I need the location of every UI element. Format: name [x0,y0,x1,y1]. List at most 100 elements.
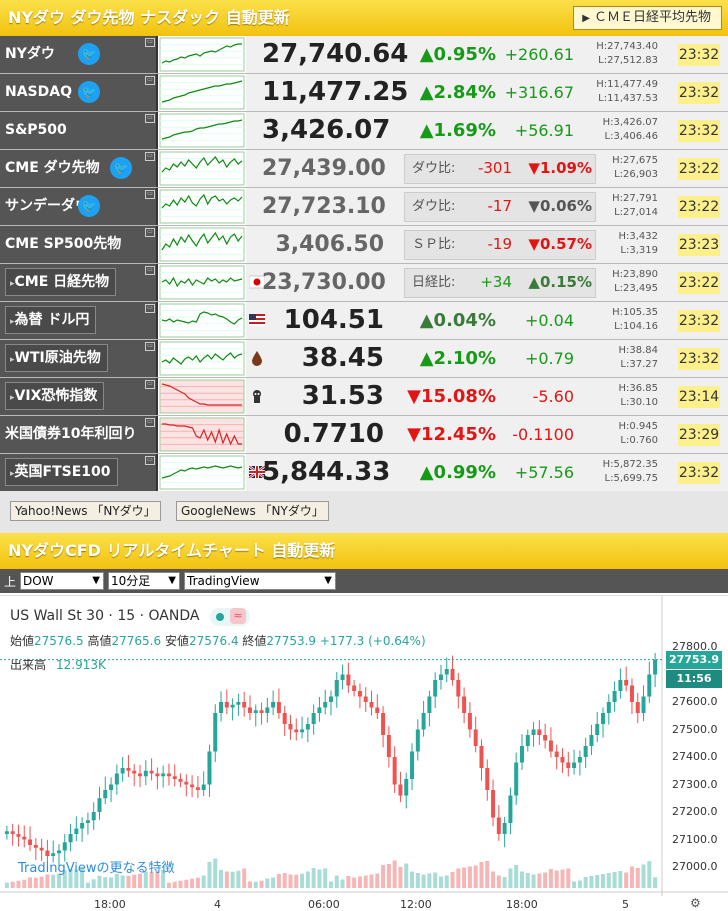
candle-body [161,773,166,777]
volume-bar [219,870,224,888]
candle-body [363,696,368,702]
ticker-name[interactable]: ▸為替 ドル円 [0,302,158,339]
volume-bar [230,871,235,888]
change-percent: ▲2.84% [419,82,496,103]
mini-chart-line [161,156,243,173]
mini-chart[interactable] [158,150,246,187]
low-label: 安値 [164,634,189,648]
mini-chart[interactable] [158,36,246,73]
change-value: +260.61 [504,45,574,64]
ticker-row[interactable]: ▸為替 ドル円 ▭ 104.51 ▲0.04% +0.04 H:105.35 L:104.1… [0,302,728,340]
twitter-icon[interactable]: 🐦 [78,43,100,65]
expand-icon[interactable]: ▭ [145,456,155,465]
volume-bar [629,866,634,888]
candle-body [68,834,73,843]
tradingview-chart[interactable]: US Wall St 30 · 15 · OANDA ≈ 始値27576.5 高… [0,595,728,911]
mini-chart[interactable] [158,378,246,415]
high-low: H:27,743.40 L:27,512.83 [596,40,658,68]
ticker-row[interactable]: NYダウ ▭ 🐦 27,740.64 ▲0.95% +260.61 H:27,743.40 L… [0,36,728,74]
ticker-row[interactable]: ▸CME 日経先物 ▭ 23,730.00 日経比: +34 ▲0.15% H:23,890… [0,264,728,302]
mini-chart[interactable] [158,416,246,453]
candle-body [340,674,345,680]
volume-bar [479,862,484,888]
google-news-link[interactable]: GoogleNews 「NYダウ」 [176,501,329,521]
low-value: L:3,319 [620,245,658,256]
cme-nikkei-button[interactable]: ▶ ＣＭＥ日経平均先物 [573,6,722,30]
expand-icon[interactable]: ▭ [145,228,155,237]
ticker-row[interactable]: S&P500 ▭ 3,426.07 ▲1.69% +56.91 H:3,426.07 L:3… [0,112,728,150]
expand-icon[interactable]: ▭ [145,342,155,351]
volume-bar [456,868,461,888]
ticker-row[interactable]: CME ダウ先物 ▭ 🐦 27,439.00 ダウ比: -301 ▼1.09% H:27,67… [0,150,728,188]
expand-icon[interactable]: ▭ [145,304,155,313]
price-value: 3,426.07 [262,115,391,145]
ticker-row[interactable]: 米国債券10年利回り ▭ 0.7710 ▼12.45% -0.1100 H:0.945 L:… [0,416,728,454]
twitter-icon[interactable]: 🐦 [110,157,132,179]
ticker-row[interactable]: NASDAQ ▭ 🐦 11,477.25 ▲2.84% +316.67 H:11,477.4… [0,74,728,112]
mini-chart[interactable] [158,454,246,491]
update-time: 23:22 [678,196,720,218]
provider-select[interactable]: TradingView ▼ [184,572,336,590]
tradingview-features-link[interactable]: TradingViewの更なる特徴 [18,861,175,876]
candle-body [294,729,299,733]
volume-bar [178,880,183,888]
candle-body [381,713,386,735]
ticker-row[interactable]: ▸WTI原油先物 ▭ 38.45 ▲2.10% +0.79 H:38.84 L:37.27 2… [0,340,728,378]
high-value: H:0.945 [618,421,658,432]
candle-body [537,729,542,735]
ticker-row[interactable]: ▸VIX恐怖指数 ▭ 31.53 ▼15.08% -5.60 H:36.85 L:30.10… [0,378,728,416]
volume-bar [294,874,299,888]
yahoo-news-link[interactable]: Yahoo!News 「NYダウ」 [10,501,161,521]
volume-bar [560,869,565,888]
ticker-name[interactable]: ▸英国FTSE100 [0,454,158,491]
volume-bar [618,871,623,888]
candle-body [496,817,501,834]
compare-box [404,154,596,184]
ticker-name[interactable]: ▸CME 日経先物 [0,264,158,301]
mini-chart[interactable] [158,340,246,377]
candle-body [74,828,79,834]
volume-readout: 出来高 12.913K [10,656,106,673]
low-value: L:0.760 [620,435,658,446]
expand-icon[interactable]: ▭ [145,152,155,161]
candle-body [404,779,409,796]
ticker-row[interactable]: CME SP500先物 ▭ 3,406.50 ＳＰ比: -19 ▼0.57% H:3,432… [0,226,728,264]
expand-icon[interactable]: ▭ [145,76,155,85]
ticker-name[interactable]: NYダウ [0,36,158,73]
candle-body [589,735,594,746]
update-time: 23:32 [678,82,720,104]
settings-gear-icon[interactable]: ⚙ [690,896,701,910]
ticker-row[interactable]: サンデーダウ ▭ 🐦 27,723.10 ダウ比: -17 ▼0.06% H:27,791 L:… [0,188,728,226]
mini-chart[interactable] [158,188,246,225]
ticker-row[interactable]: ▸英国FTSE100 ▭ 5,844.33 ▲0.99% +57.56 H:5,872.3… [0,454,728,492]
ticker-name[interactable]: CME ダウ先物 [0,150,158,187]
candle-body [155,773,160,777]
ticker-name[interactable]: ▸WTI原油先物 [0,340,158,377]
ticker-name[interactable]: 米国債券10年利回り [0,416,158,453]
mini-chart[interactable] [158,74,246,111]
interval-select[interactable]: 10分足 ▼ [108,572,180,590]
twitter-icon[interactable]: 🐦 [78,195,100,217]
change-percent: ▼12.45% [407,424,496,445]
ticker-name[interactable]: CME SP500先物 [0,226,158,263]
expand-icon[interactable]: ▭ [145,114,155,123]
time-tick-label: 4 [214,898,221,911]
ticker-name-label: NASDAQ [5,84,72,100]
ticker-name[interactable]: S&P500 [0,112,158,149]
expand-icon[interactable]: ▭ [145,266,155,275]
candle-body [392,757,397,785]
expand-icon[interactable]: ▭ [145,38,155,47]
expand-icon[interactable]: ▭ [145,190,155,199]
ticker-name[interactable]: ▸VIX恐怖指数 [0,378,158,415]
twitter-icon[interactable]: 🐦 [78,81,100,103]
mini-chart[interactable] [158,226,246,263]
expand-icon[interactable]: ▭ [145,418,155,427]
mini-chart[interactable] [158,264,246,301]
candle-body [166,773,171,777]
mini-chart[interactable] [158,112,246,149]
symbol-select[interactable]: DOW ▼ [20,572,104,590]
candle-body [514,762,519,796]
candlestick-chart[interactable] [0,596,728,909]
expand-icon[interactable]: ▭ [145,380,155,389]
mini-chart[interactable] [158,302,246,339]
